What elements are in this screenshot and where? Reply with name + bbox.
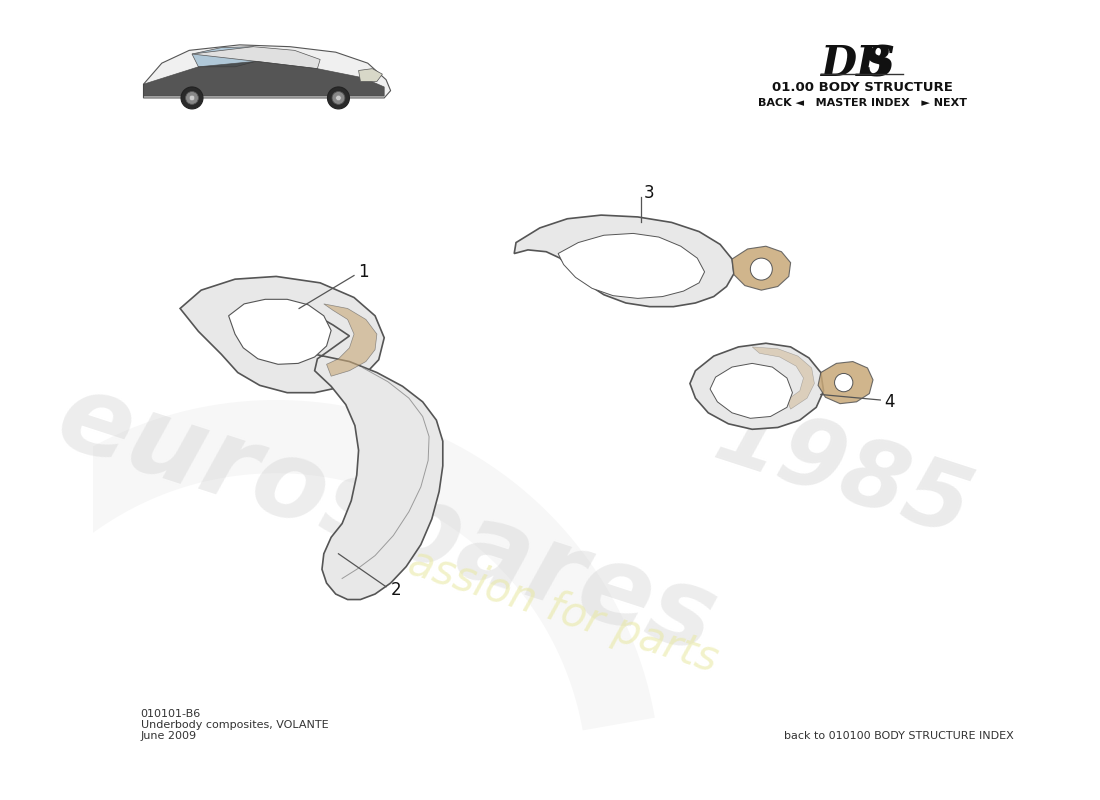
Text: 01.00 BODY STRUCTURE: 01.00 BODY STRUCTURE bbox=[771, 82, 953, 94]
Circle shape bbox=[750, 258, 772, 280]
Text: 1: 1 bbox=[359, 263, 370, 281]
Polygon shape bbox=[192, 46, 320, 69]
Circle shape bbox=[332, 91, 345, 104]
Circle shape bbox=[328, 87, 350, 109]
Circle shape bbox=[189, 95, 195, 101]
Polygon shape bbox=[690, 343, 824, 430]
Text: June 2009: June 2009 bbox=[141, 731, 197, 742]
Text: 2: 2 bbox=[390, 582, 402, 599]
Polygon shape bbox=[284, 316, 443, 599]
Circle shape bbox=[336, 95, 341, 101]
Circle shape bbox=[835, 374, 852, 392]
Polygon shape bbox=[732, 246, 791, 290]
Circle shape bbox=[186, 91, 198, 104]
Polygon shape bbox=[752, 347, 814, 409]
Polygon shape bbox=[143, 62, 384, 96]
Text: DB: DB bbox=[821, 43, 892, 85]
Polygon shape bbox=[323, 304, 377, 376]
Text: S: S bbox=[865, 43, 894, 85]
Text: 4: 4 bbox=[884, 393, 894, 411]
Text: back to 010100 BODY STRUCTURE INDEX: back to 010100 BODY STRUCTURE INDEX bbox=[784, 731, 1013, 742]
Text: a passion for parts: a passion for parts bbox=[341, 522, 724, 682]
Text: Underbody composites, VOLANTE: Underbody composites, VOLANTE bbox=[141, 720, 329, 730]
Polygon shape bbox=[143, 45, 390, 98]
Polygon shape bbox=[558, 234, 705, 298]
Polygon shape bbox=[818, 362, 873, 404]
Polygon shape bbox=[514, 215, 734, 306]
Circle shape bbox=[182, 87, 204, 109]
Text: 3: 3 bbox=[645, 184, 654, 202]
Polygon shape bbox=[180, 277, 384, 393]
Text: BACK ◄   MASTER INDEX   ► NEXT: BACK ◄ MASTER INDEX ► NEXT bbox=[758, 98, 967, 108]
Text: 010101-B6: 010101-B6 bbox=[141, 710, 201, 719]
Polygon shape bbox=[0, 400, 654, 730]
Polygon shape bbox=[359, 69, 383, 82]
Polygon shape bbox=[229, 299, 331, 364]
Text: 1985: 1985 bbox=[704, 389, 983, 558]
Text: eurospares: eurospares bbox=[44, 362, 728, 675]
Polygon shape bbox=[192, 46, 256, 67]
Polygon shape bbox=[711, 363, 792, 418]
